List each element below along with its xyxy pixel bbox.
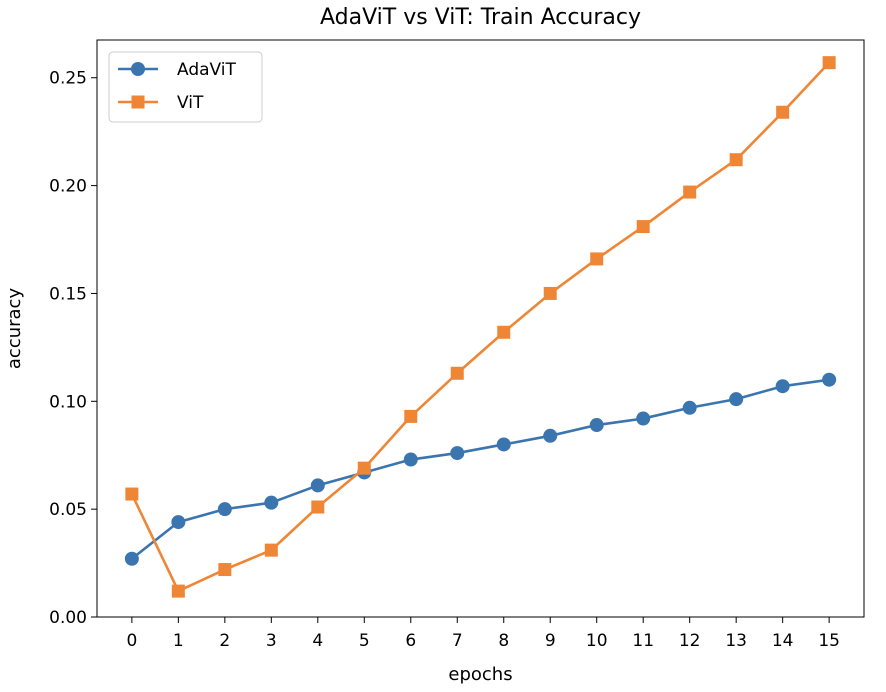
data-point-adavit [124, 551, 139, 566]
data-point-vit [497, 325, 511, 339]
series-vit [125, 56, 836, 598]
y-tick-label: 0.15 [49, 284, 87, 304]
legend-marker-vit [131, 95, 145, 109]
data-point-adavit [589, 418, 604, 433]
data-point-vit [311, 500, 325, 514]
data-point-adavit [496, 437, 511, 452]
series-line-adavit [131, 378, 830, 560]
x-tick-label: 3 [266, 631, 277, 651]
x-tick-label: 9 [545, 631, 556, 651]
data-point-vit [590, 252, 604, 266]
x-tick-label: 13 [725, 631, 747, 651]
x-tick-label: 7 [452, 631, 463, 651]
y-tick-label: 0.20 [49, 177, 87, 197]
data-point-vit [171, 584, 185, 598]
data-point-adavit [310, 478, 325, 493]
x-tick-label: 2 [219, 631, 230, 651]
data-point-vit [729, 153, 743, 167]
data-point-adavit [217, 502, 232, 517]
data-point-adavit [775, 379, 790, 394]
y-tick-label: 0.00 [49, 608, 87, 628]
data-point-vit [683, 185, 697, 199]
chart-title: AdaViT vs ViT: Train Accuracy [320, 5, 641, 30]
data-point-vit [404, 409, 418, 423]
x-tick-label: 5 [359, 631, 370, 651]
x-tick-label: 0 [126, 631, 137, 651]
data-point-vit [543, 286, 557, 300]
x-tick-label: 12 [679, 631, 701, 651]
legend-marker-adavit [131, 62, 145, 76]
x-tick-label: 6 [405, 631, 416, 651]
data-point-adavit [682, 400, 697, 415]
data-point-adavit [171, 515, 186, 530]
legend-label-adavit: AdaViT [177, 60, 237, 80]
x-tick-label: 4 [312, 631, 323, 651]
series-layer [124, 56, 837, 598]
data-point-adavit [403, 452, 418, 467]
data-point-vit [822, 56, 836, 70]
x-tick-label: 8 [498, 631, 509, 651]
plot-area-frame [96, 39, 865, 618]
series-line-vit [130, 61, 831, 593]
y-tick-label: 0.25 [49, 69, 87, 89]
data-point-vit [264, 543, 278, 557]
data-point-vit [125, 487, 139, 501]
x-tick-label: 1 [173, 631, 184, 651]
y-tick-label: 0.10 [49, 392, 87, 412]
data-point-adavit [822, 372, 837, 387]
x-tick-label: 15 [818, 631, 840, 651]
data-point-vit [218, 563, 232, 577]
y-axis-title: accuracy [4, 288, 25, 370]
x-tick-label: 11 [632, 631, 654, 651]
legend-label-vit: ViT [177, 93, 204, 113]
data-point-adavit [543, 428, 558, 443]
data-point-vit [450, 366, 464, 380]
data-point-adavit [450, 446, 465, 461]
data-point-adavit [264, 495, 279, 510]
y-axis: 0.00 0.05 0.10 0.15 0.20 0.25 [49, 69, 97, 628]
data-point-vit [776, 105, 790, 119]
x-axis-title: epochs [448, 664, 512, 685]
y-tick-label: 0.05 [49, 500, 87, 520]
series-adavit [124, 372, 837, 566]
data-point-vit [357, 461, 371, 475]
x-axis: 0 1 2 3 4 5 6 7 8 9 10 11 12 13 14 15 [126, 617, 840, 651]
data-point-adavit [729, 392, 744, 407]
data-point-adavit [636, 411, 651, 426]
x-tick-label: 10 [586, 631, 608, 651]
data-point-vit [636, 220, 650, 234]
legend: AdaViT ViT [108, 51, 263, 123]
x-tick-label: 14 [772, 631, 794, 651]
